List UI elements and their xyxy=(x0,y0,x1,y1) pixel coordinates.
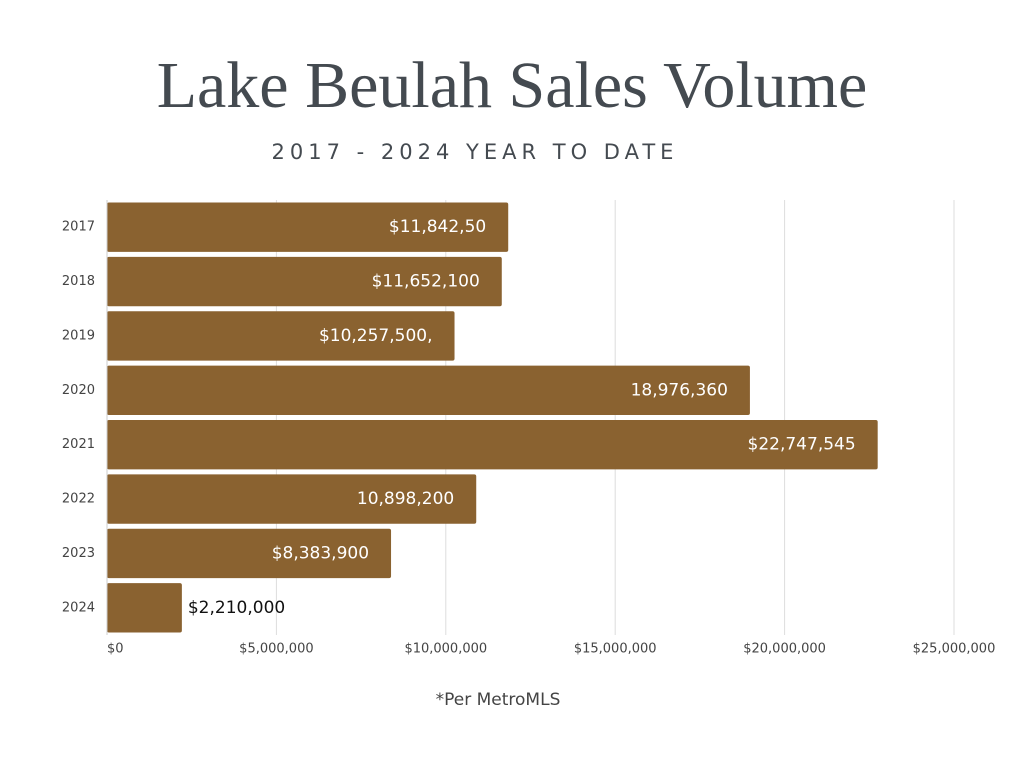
y-tick-label: 2023 xyxy=(62,546,95,561)
data-label: $2,210,000 xyxy=(188,598,285,618)
bar xyxy=(107,202,509,252)
data-label: 18,976,360 xyxy=(631,380,728,400)
data-label: $11,652,100 xyxy=(372,272,480,292)
bar xyxy=(107,256,502,307)
data-label: $8,383,900 xyxy=(272,543,369,563)
y-tick-label: 2024 xyxy=(62,600,95,615)
chart-subtitle: 2017 - 2024 YEAR TO DATE xyxy=(272,140,679,164)
x-tick-label: $10,000,000 xyxy=(404,642,487,657)
footnote: *Per MetroMLS xyxy=(436,690,561,710)
data-label: $22,747,545 xyxy=(748,435,856,455)
bar xyxy=(107,420,878,470)
x-tick-label: $0 xyxy=(107,642,124,657)
x-tick-label: $20,000,000 xyxy=(743,642,826,657)
bar xyxy=(107,583,182,633)
y-tick-label: 2020 xyxy=(62,383,95,398)
x-tick-label: $5,000,000 xyxy=(239,642,313,657)
data-label: $11,842,50 xyxy=(389,217,486,237)
x-tick-label: $15,000,000 xyxy=(574,642,657,657)
y-tick-label: 2017 xyxy=(62,220,95,235)
data-label: $10,257,500, xyxy=(319,326,433,346)
y-tick-label: 2022 xyxy=(62,492,95,507)
y-tick-label: 2021 xyxy=(62,437,95,452)
bar xyxy=(107,311,455,361)
bar xyxy=(107,528,392,579)
bar xyxy=(107,474,477,524)
y-tick-label: 2019 xyxy=(62,328,95,343)
x-tick-label: $25,000,000 xyxy=(913,642,996,657)
chart-title: Lake Beulah Sales Volume xyxy=(157,49,868,122)
bar xyxy=(107,365,750,415)
y-tick-label: 2018 xyxy=(62,274,95,289)
data-label: 10,898,200 xyxy=(357,489,454,509)
